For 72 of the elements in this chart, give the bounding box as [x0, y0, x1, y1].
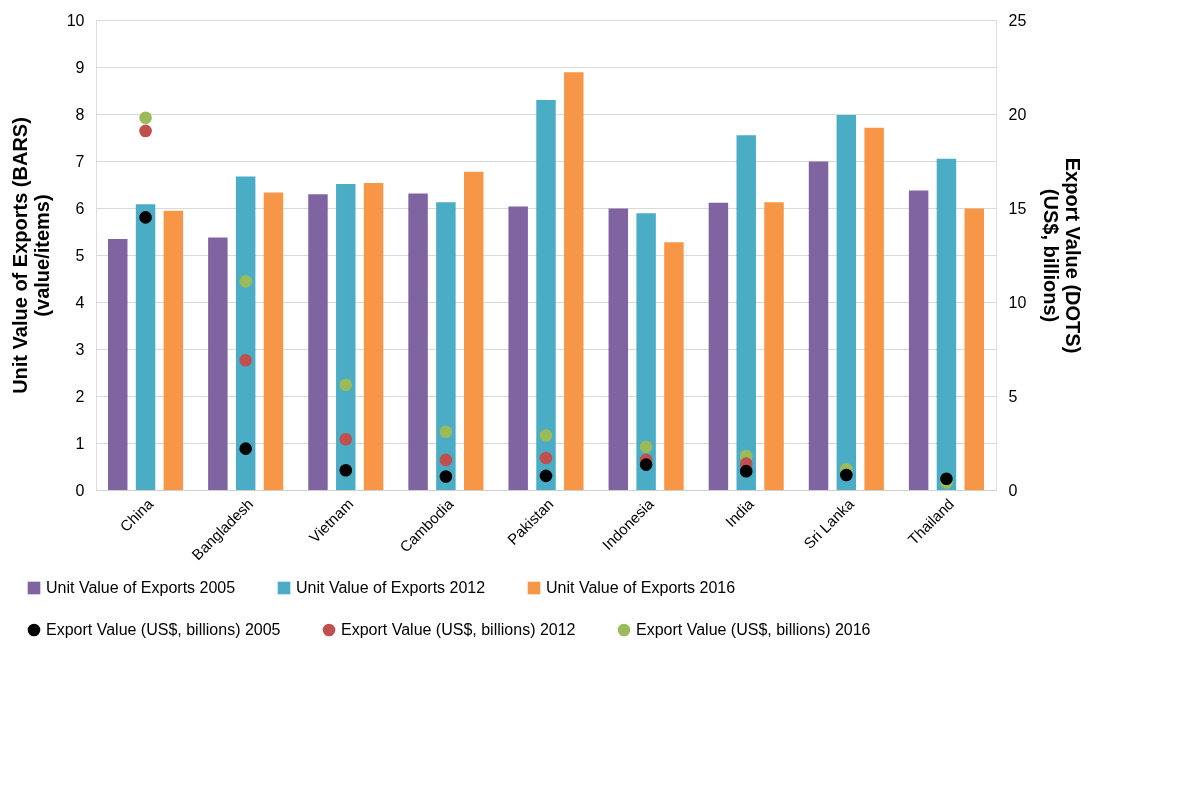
bar	[936, 158, 957, 490]
y-tick-label: 4	[75, 293, 85, 311]
bar	[336, 184, 356, 490]
bar	[108, 239, 128, 490]
y-tick-label: 5	[75, 246, 85, 264]
bar	[964, 208, 984, 490]
bar	[508, 206, 528, 490]
legend-label: Export Value (US$, billions) 2012	[341, 621, 576, 638]
bar	[163, 210, 184, 490]
y2-tick-label: 25	[1008, 11, 1027, 29]
point	[439, 470, 453, 483]
y-tick-label: 1	[75, 434, 85, 452]
bar	[636, 213, 656, 490]
y2-axis-title: Export Value (DOTS) (US$, billions)	[1040, 157, 1085, 354]
point	[339, 432, 353, 446]
bar	[308, 194, 328, 490]
bar	[664, 242, 684, 490]
point	[139, 124, 152, 138]
point	[239, 353, 252, 367]
bar	[135, 204, 156, 490]
point	[639, 440, 653, 454]
bar	[463, 171, 484, 490]
point	[339, 378, 353, 392]
y2-tick-label: 20	[1008, 105, 1027, 123]
bar	[235, 176, 256, 490]
legend-label: Unit Value of Exports 2012	[296, 579, 486, 596]
y2-tick-label: 10	[1008, 293, 1027, 311]
point	[139, 111, 152, 125]
point	[539, 429, 553, 442]
bar	[736, 135, 756, 490]
y-axis-title: Unit Value of Exports (BARS) (value/items)	[8, 117, 53, 394]
y-tick-label: 2	[75, 387, 85, 405]
y-tick-label: 9	[75, 58, 85, 76]
point	[940, 472, 953, 486]
legend-label: Unit Value of Exports 2005	[46, 579, 236, 596]
y-tick-label: 10	[66, 11, 85, 29]
y-tick-label: 8	[75, 105, 85, 123]
bar	[764, 202, 784, 490]
bar	[864, 127, 884, 490]
bar	[363, 183, 384, 490]
bar	[564, 72, 584, 490]
y2-tick-label: 5	[1008, 387, 1018, 405]
y2-tick-label: 15	[1008, 199, 1027, 217]
point	[639, 458, 653, 471]
y2-tick-label: 0	[1008, 481, 1018, 499]
point	[539, 469, 553, 483]
point	[539, 451, 553, 465]
y-tick-label: 3	[75, 340, 85, 358]
bar	[908, 190, 929, 490]
point	[439, 453, 453, 467]
bar	[536, 99, 556, 490]
bar	[263, 192, 284, 490]
point	[840, 468, 853, 482]
y-tick-label: 7	[75, 152, 85, 170]
legend-label: Export Value (US$, billions) 2005	[46, 621, 281, 638]
point	[339, 463, 353, 477]
bar	[608, 208, 629, 490]
point	[239, 275, 252, 288]
bar	[808, 161, 829, 490]
point	[139, 211, 152, 224]
point	[239, 442, 252, 455]
y-tick-label: 6	[75, 199, 85, 217]
y-tick-label: 0	[75, 481, 85, 499]
point	[439, 425, 453, 439]
bar	[408, 193, 428, 490]
point	[739, 464, 753, 478]
bar	[436, 202, 456, 490]
bar	[208, 237, 228, 490]
bar	[836, 114, 857, 490]
bar	[708, 202, 729, 490]
legend-label: Export Value (US$, billions) 2016	[636, 621, 871, 638]
legend-label: Unit Value of Exports 2016	[546, 579, 736, 596]
